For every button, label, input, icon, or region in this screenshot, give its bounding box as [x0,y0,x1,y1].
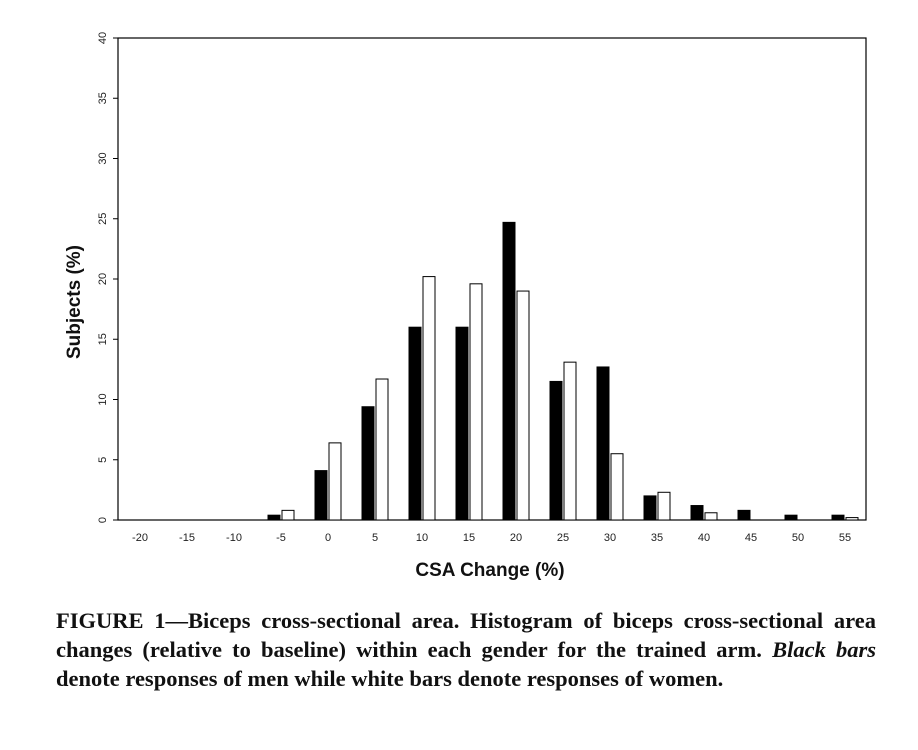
plot-frame-group [117,37,867,521]
bar-women [610,453,624,521]
bar-women [422,276,436,521]
x-tick-label: -15 [179,532,195,544]
plot-frame [117,37,867,521]
bar-women [657,491,671,521]
x-axis-ticks: -20 -15 -10 -5 0 5 10 15 20 25 30 35 40 45 50 55 [132,532,851,544]
bar-women [281,509,295,521]
bars [267,221,859,521]
bar-men [737,509,751,521]
bar-men [549,380,563,521]
x-tick-label: 30 [604,532,616,544]
x-tick-label: -10 [226,532,242,544]
bar-women [704,512,718,521]
x-axis-title: CSA Change (%) [415,560,564,581]
figure-label: FIGURE 1 [56,608,166,633]
y-tick-label: 30 [97,152,109,164]
x-tick-label: -20 [132,532,148,544]
bar-men [455,326,469,521]
bar-men [643,495,657,521]
bar-men [408,326,422,521]
y-tick-label: 40 [97,32,109,44]
bar-men [690,505,704,521]
x-tick-label: 45 [745,532,757,544]
x-tick-label: -5 [276,532,286,544]
bar-women [469,283,483,521]
x-tick-label: 5 [372,532,378,544]
caption-emphasis: Black bars [772,637,876,662]
x-tick-label: 55 [839,532,851,544]
histogram-chart: 0 5 10 15 20 25 30 35 40 -20 -15 -10 -5 0 5 10 15 20 25 30… [64,32,867,581]
caption-text-2: denote responses of men while white bars… [56,666,724,691]
bar-men [831,514,845,521]
y-tick-label: 25 [97,213,109,225]
y-axis-ticks: 0 5 10 15 20 25 30 35 40 [97,32,118,523]
x-tick-label: 35 [651,532,663,544]
bar-women [845,517,859,521]
bar-women [375,378,389,521]
figure-caption: FIGURE 1—Biceps cross-sectional area. Hi… [56,606,876,693]
bar-men [596,366,610,521]
x-tick-label: 20 [510,532,522,544]
y-tick-label: 20 [97,273,109,285]
y-tick-label: 5 [97,457,109,463]
bar-men [361,406,375,521]
x-tick-label: 25 [557,532,569,544]
y-tick-label: 15 [97,333,109,345]
bar-men [784,514,798,521]
x-tick-label: 40 [698,532,710,544]
y-axis-title: Subjects (%) [64,245,85,359]
bar-men [502,221,516,521]
caption-text-1: —Biceps cross-sectional area. Histogram … [56,608,876,662]
x-tick-label: 10 [416,532,428,544]
x-tick-label: 15 [463,532,475,544]
y-tick-label: 35 [97,92,109,104]
bar-women [516,290,530,521]
y-tick-label: 0 [97,517,109,523]
bar-men [267,514,281,521]
bar-women [328,442,342,521]
y-tick-label: 10 [97,393,109,405]
bar-women [563,361,577,521]
x-tick-label: 0 [325,532,331,544]
x-tick-label: 50 [792,532,804,544]
bar-men [314,470,328,521]
